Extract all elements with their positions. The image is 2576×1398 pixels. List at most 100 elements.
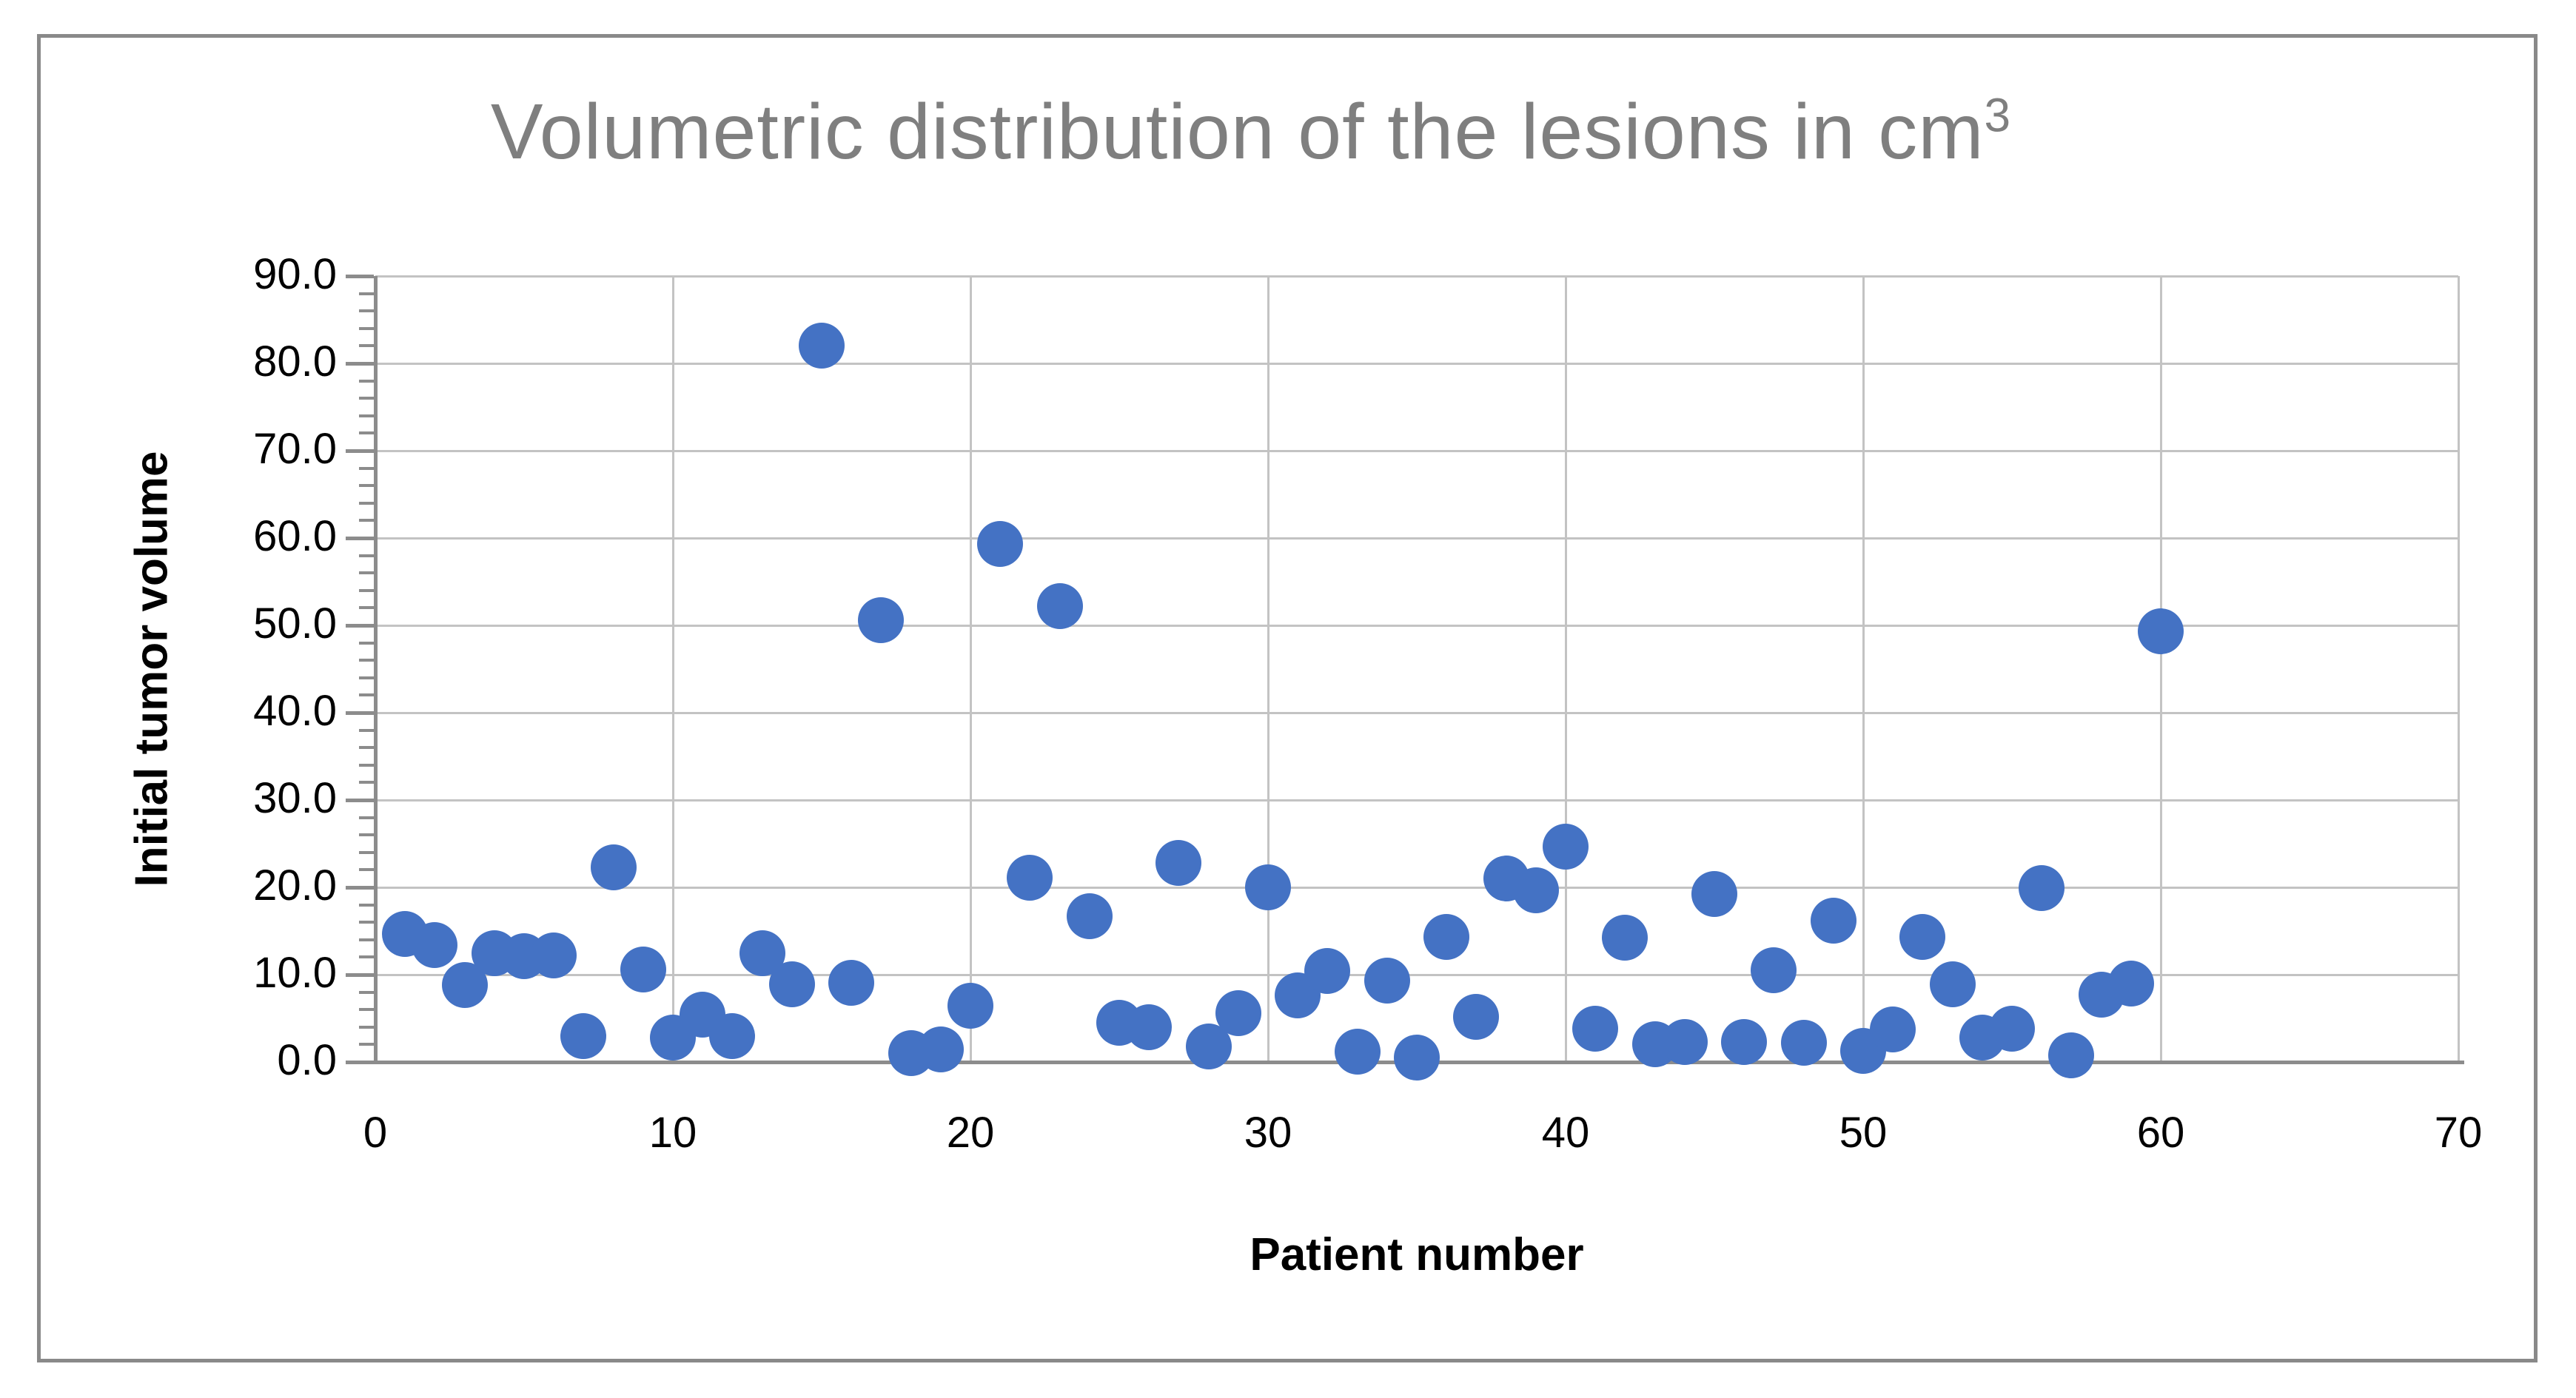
y-axis-minor-tick xyxy=(359,781,374,784)
y-axis-tick-label: 80.0 xyxy=(253,337,337,386)
data-point xyxy=(917,1026,964,1073)
data-point xyxy=(2019,865,2065,912)
data-point xyxy=(1215,989,1261,1036)
data-point xyxy=(412,921,458,968)
y-axis-minor-tick xyxy=(359,693,374,697)
y-axis-major-tick xyxy=(346,361,374,366)
y-axis-tick-label: 60.0 xyxy=(253,512,337,560)
x-axis-tick-label: 50 xyxy=(1839,1109,1888,1157)
x-axis-tick-label: 0 xyxy=(363,1109,388,1157)
gridline-vertical xyxy=(2457,276,2460,1062)
gridline-vertical xyxy=(671,276,674,1062)
y-axis-minor-tick xyxy=(359,990,374,994)
y-axis-major-tick xyxy=(346,536,374,540)
data-point xyxy=(560,1012,607,1059)
data-point xyxy=(1721,1018,1768,1065)
y-axis-tick-label: 10.0 xyxy=(253,949,337,997)
y-axis-minor-tick xyxy=(359,571,374,575)
x-axis-tick-label: 10 xyxy=(648,1109,697,1157)
y-axis-tick-label: 30.0 xyxy=(253,774,337,822)
gridline-vertical xyxy=(969,276,972,1062)
gridline-vertical xyxy=(1862,276,1865,1062)
data-point xyxy=(1394,1035,1440,1081)
y-axis-minor-tick xyxy=(359,309,374,313)
data-point xyxy=(1929,961,1976,1007)
data-point xyxy=(977,521,1024,568)
x-axis-tick-label: 70 xyxy=(2434,1109,2483,1157)
y-axis-major-tick xyxy=(346,623,374,628)
y-axis-minor-tick xyxy=(359,746,374,750)
data-point xyxy=(1364,958,1410,1004)
gridline-horizontal xyxy=(375,886,2458,889)
y-axis-tick-label: 70.0 xyxy=(253,425,337,473)
data-point xyxy=(1780,1020,1827,1066)
y-axis-major-tick xyxy=(346,710,374,715)
gridline-horizontal xyxy=(375,362,2458,365)
x-axis-tick-label: 40 xyxy=(1541,1109,1590,1157)
x-axis-tick-label: 20 xyxy=(946,1109,995,1157)
data-point xyxy=(828,959,875,1006)
y-axis-major-tick xyxy=(346,1060,374,1064)
data-point xyxy=(1751,947,1797,994)
y-axis-minor-tick xyxy=(359,816,374,819)
y-axis-minor-tick xyxy=(359,431,374,435)
data-point xyxy=(799,323,845,369)
y-axis-tick-label: 20.0 xyxy=(253,861,337,910)
data-point xyxy=(1870,1007,1916,1053)
y-axis-minor-tick xyxy=(359,868,374,872)
chart-title: Volumetric distribution of the lesions i… xyxy=(30,87,2472,177)
data-point xyxy=(2107,960,2154,1007)
gridline-vertical xyxy=(2159,276,2162,1062)
y-axis-minor-tick xyxy=(359,554,374,557)
y-axis-major-tick xyxy=(346,274,374,278)
chart-title-superscript: 3 xyxy=(1984,88,2012,142)
y-axis-major-tick xyxy=(346,972,374,977)
y-axis-minor-tick xyxy=(359,344,374,348)
data-point xyxy=(1899,914,1946,961)
gridline-horizontal xyxy=(375,711,2458,714)
y-axis-minor-tick xyxy=(359,606,374,610)
data-point xyxy=(531,932,577,979)
x-axis-tick-label: 30 xyxy=(1244,1109,1292,1157)
data-point xyxy=(1512,867,1559,913)
gridline-horizontal xyxy=(375,973,2458,976)
y-axis-major-tick xyxy=(346,798,374,802)
chart-title-text: Volumetric distribution of the lesions i… xyxy=(490,88,1985,175)
gridline-vertical xyxy=(1267,276,1269,1062)
data-point xyxy=(1810,897,1856,944)
gridline-horizontal xyxy=(375,537,2458,540)
data-point xyxy=(1661,1018,1708,1065)
data-point xyxy=(947,983,993,1029)
y-axis-minor-tick xyxy=(359,763,374,767)
y-axis-minor-tick xyxy=(359,501,374,505)
gridline-vertical xyxy=(1564,276,1567,1062)
y-axis-minor-tick xyxy=(359,728,374,732)
data-point xyxy=(2138,608,2184,655)
data-point xyxy=(590,844,637,890)
gridline-horizontal xyxy=(375,799,2458,802)
data-point xyxy=(620,946,666,992)
y-axis-minor-tick xyxy=(359,379,374,383)
y-axis-minor-tick xyxy=(359,1043,374,1046)
data-point xyxy=(1602,915,1648,961)
y-axis-minor-tick xyxy=(359,955,374,959)
y-axis-minor-tick xyxy=(359,903,374,907)
y-axis-minor-tick xyxy=(359,659,374,662)
y-axis-minor-tick xyxy=(359,414,374,417)
y-axis-minor-tick xyxy=(359,326,374,330)
data-point xyxy=(1691,871,1737,918)
data-point xyxy=(1007,855,1053,901)
y-axis-minor-tick xyxy=(359,292,374,295)
data-point xyxy=(1066,893,1113,939)
y-axis-major-tick xyxy=(346,448,374,453)
data-point xyxy=(1572,1006,1619,1052)
data-point xyxy=(1036,583,1083,630)
y-axis-minor-tick xyxy=(359,850,374,854)
data-point xyxy=(1155,839,1202,886)
y-axis-tick-label: 40.0 xyxy=(253,687,337,735)
data-point xyxy=(768,961,815,1007)
data-point xyxy=(1334,1028,1381,1075)
y-axis-minor-tick xyxy=(359,588,374,592)
data-point xyxy=(1989,1006,2035,1052)
